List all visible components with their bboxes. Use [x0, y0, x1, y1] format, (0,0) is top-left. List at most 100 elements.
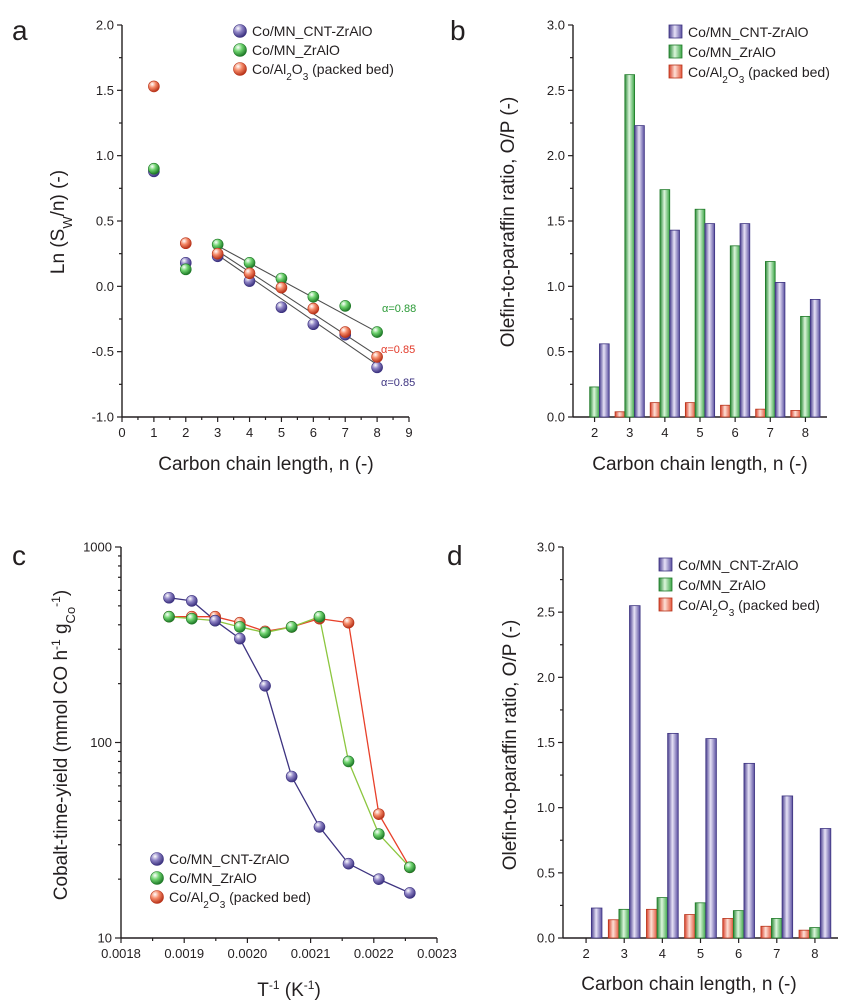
- panel-d-bar-zr: [732, 910, 745, 939]
- panel-a-x-tick-label: 2: [182, 425, 189, 440]
- panel-a-y-tick-label: 0.5: [96, 214, 114, 229]
- panel-d-bar-zr: [809, 927, 821, 939]
- panel-c-point-zr: [163, 610, 175, 623]
- panel-d-bar-cnt: [667, 732, 679, 939]
- panel-b-letter: b: [450, 15, 466, 46]
- panel-d-bar-chart: 0.0 0.5 1.0 1.5 2.0 2.5 3.0 2 3 4 5 6 7 8 Co/MN_CNT-Zr…: [537, 540, 838, 961]
- legend-label-zr: Co/MN_ZrAlO: [678, 577, 766, 593]
- legend-label-zr: Co/MN_ZrAlO: [688, 44, 776, 60]
- panel-c-y-axis-title: Cobalt-time-yield (mmol CO h-1 gCo-1): [49, 590, 78, 900]
- panel-d-y-tick-label: 1.0: [537, 800, 555, 815]
- legend-label-cnt: Co/MN_CNT-ZrAlO: [252, 23, 373, 39]
- legend-label-cnt: Co/MN_CNT-ZrAlO: [169, 851, 290, 867]
- legend-swatch-cnt: [658, 557, 673, 572]
- panel-a-y-tick-label: 0.0: [96, 279, 114, 294]
- panel-b-bar-cnt: [704, 223, 716, 418]
- panel-c-y-tick-label: 100: [90, 735, 112, 750]
- panel-a-scatter-plot: 0 1 2 3 4 5 6 7 8 9 -1.0 -0.5 0.0 0.5 1.0 1.5 2.0 α=0.85 α…: [92, 18, 417, 441]
- panel-c-y-tick-label: 1000: [83, 540, 112, 555]
- panel-d-y-tick-label: 0.5: [537, 865, 555, 880]
- legend-label-cnt: Co/MN_CNT-ZrAlO: [678, 557, 799, 573]
- panel-c-point-cnt: [209, 614, 221, 627]
- panel-d-bar-cnt: [819, 828, 832, 939]
- panel-b-bar-al: [649, 402, 661, 418]
- panel-b-bar-cnt: [739, 223, 751, 418]
- panel-c-point-zr: [373, 828, 385, 840]
- panel-a-x-tick-label: 1: [150, 425, 157, 440]
- panel-d-bar-al: [722, 918, 734, 939]
- panel-b-bar-cnt: [809, 298, 821, 418]
- panel-b-bar-zr: [800, 315, 811, 418]
- panel-b-y-tick-label: 2.0: [547, 148, 565, 163]
- panel-a-y-axis-title: Ln (SW/n) (-): [48, 170, 75, 274]
- panel-a-point-zr: [148, 162, 160, 175]
- legend-label-al: Co/Al2O3 (packed bed): [688, 64, 830, 86]
- panel-d-bar-zr: [771, 918, 783, 939]
- panel-b-bar-zr: [729, 245, 741, 418]
- panel-b-bar-cnt: [634, 125, 645, 418]
- panel-d-x-tick-label: 6: [735, 946, 742, 961]
- panel-c-point-cnt: [404, 887, 416, 899]
- legend-marker-al: [150, 890, 164, 904]
- panel-b-x-axis-title: Carbon chain length, n (-): [592, 454, 807, 475]
- panel-d-y-tick-label: 3.0: [537, 540, 555, 555]
- panel-b-bar-zr: [765, 261, 776, 418]
- panel-d-bar-cnt: [743, 762, 755, 939]
- panel-c-point-cnt: [373, 873, 385, 885]
- panel-a-point-zr: [243, 257, 256, 269]
- panel-a-alpha-label-zr: α=0.88: [382, 303, 416, 315]
- legend-swatch-al: [668, 64, 683, 79]
- panel-d-bar-zr: [694, 902, 707, 939]
- panel-d-letter: d: [447, 540, 463, 571]
- panel-b-x-tick-label: 4: [661, 425, 668, 440]
- panel-d-x-tick-label: 5: [697, 946, 704, 961]
- panel-c-series-line-cnt: [168, 597, 411, 894]
- panel-c-letter: c: [12, 540, 26, 571]
- panel-d-x-tick-label: 7: [773, 946, 780, 961]
- panel-d-bar-cnt: [629, 605, 641, 939]
- panel-a-y-tick-label: -0.5: [92, 344, 114, 359]
- legend-swatch-al: [658, 597, 673, 612]
- panel-c-point-cnt: [285, 770, 298, 783]
- panel-b-bar-al: [720, 404, 731, 418]
- panel-c-point-zr: [185, 612, 198, 625]
- panel-b-y-tick-label: 0.5: [547, 344, 565, 359]
- panel-c-point-zr: [234, 621, 246, 633]
- panel-c-point-cnt: [163, 591, 175, 604]
- legend-label-al: Co/Al2O3 (packed bed): [252, 61, 394, 83]
- panel-d-bar-cnt: [590, 907, 603, 939]
- panel-a-alpha-label-al: α=0.85: [381, 344, 415, 356]
- panel-a-point-zr: [307, 290, 320, 303]
- panel-a-point-zr: [339, 300, 352, 312]
- legend-marker-al: [233, 62, 247, 76]
- panel-b-y-tick-label: 3.0: [547, 18, 565, 33]
- panel-d-bar-al: [798, 929, 811, 939]
- panel-a-point-zr: [179, 263, 192, 276]
- panel-b-y-tick-label: 1.5: [547, 214, 565, 229]
- legend-label-al: Co/Al2O3 (packed bed): [169, 889, 311, 911]
- panel-a-x-tick-label: 6: [310, 425, 317, 440]
- panel-a-x-tick-label: 0: [118, 425, 125, 440]
- panel-d-bar-al: [607, 919, 620, 939]
- panel-d-y-tick-label: 0.0: [537, 931, 555, 946]
- panel-d-y-tick-label: 1.5: [537, 735, 555, 750]
- panel-c-point-cnt: [342, 857, 355, 870]
- panel-a-x-axis-title: Carbon chain length, n (-): [158, 454, 373, 475]
- panel-a-x-tick-label: 4: [246, 425, 253, 440]
- panel-c-y-tick-label: 10: [98, 931, 112, 946]
- panel-b-x-tick-label: 2: [591, 425, 598, 440]
- panel-c-point-cnt: [259, 679, 271, 692]
- panel-d-x-axis-title: Carbon chain length, n (-): [581, 974, 796, 995]
- panel-b-bar-al: [755, 408, 766, 418]
- panel-a-point-al: [211, 247, 224, 260]
- panel-c-series-line-zr: [168, 615, 411, 868]
- panel-b-bar-chart: 0.0 0.5 1.0 1.5 2.0 2.5 3.0 2 3 4 5 6 7 8 Co/MN_CNT-Zr…: [547, 18, 830, 441]
- panel-b-x-tick-label: 8: [802, 425, 809, 440]
- legend-marker-zr: [233, 43, 247, 57]
- panel-a-x-tick-label: 3: [214, 425, 221, 440]
- panel-b-y-tick-label: 1.0: [547, 279, 565, 294]
- legend-marker-cnt: [233, 24, 247, 38]
- panel-b-bar-al: [684, 402, 696, 418]
- panel-a-point-cnt: [307, 318, 320, 331]
- panel-c-point-zr: [259, 626, 271, 639]
